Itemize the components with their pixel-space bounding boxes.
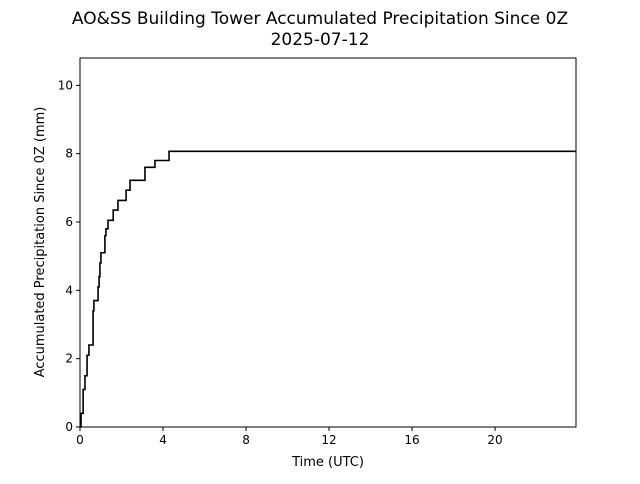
y-tick-label: 6 (65, 215, 73, 229)
chart-title: AO&SS Building Tower Accumulated Precipi… (72, 9, 568, 29)
y-tick-label: 8 (65, 147, 73, 161)
x-tick-label: 20 (487, 433, 502, 447)
x-tick-label: 16 (404, 433, 419, 447)
x-axis-label: Time (UTC) (291, 455, 364, 470)
x-tick-label: 4 (159, 433, 167, 447)
y-axis-label: Accumulated Precipitation Since 0Z (mm) (33, 107, 48, 378)
precipitation-line (80, 150, 576, 428)
x-tick-label: 8 (242, 433, 250, 447)
y-tick-label: 10 (58, 78, 73, 92)
y-tick-label: 2 (65, 352, 73, 366)
x-tick-label: 0 (76, 433, 84, 447)
plot-frame (79, 57, 577, 428)
y-tick-label: 0 (65, 420, 73, 434)
y-tick-label: 4 (65, 283, 73, 297)
chart-subtitle: 2025-07-12 (271, 30, 370, 50)
x-tick-label: 12 (321, 433, 336, 447)
